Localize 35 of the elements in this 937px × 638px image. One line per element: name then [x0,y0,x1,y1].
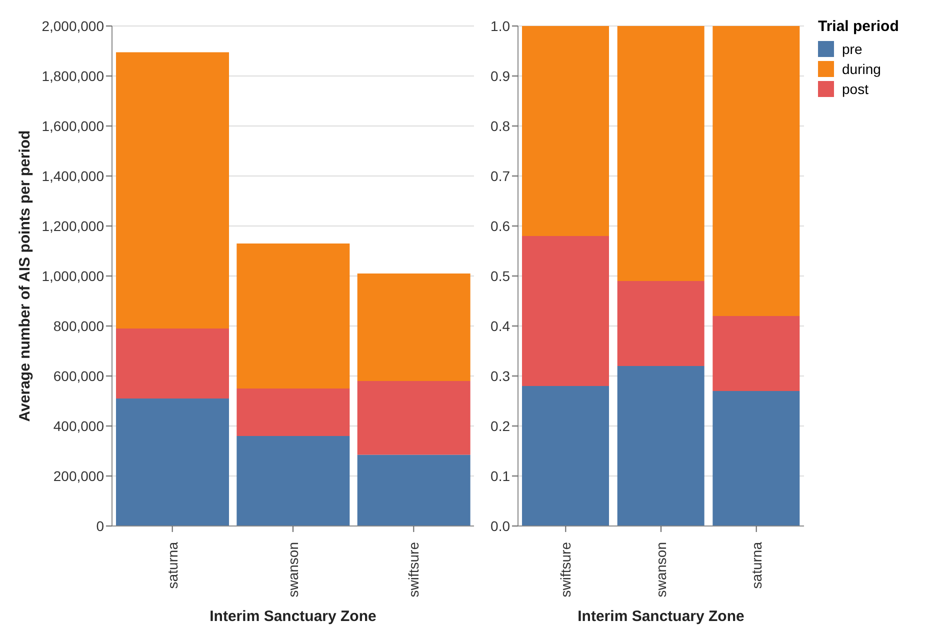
y-tick-label: 0.1 [490,468,510,484]
y-tick-label: 0.6 [490,218,510,234]
x-tick-label: swiftsure [406,542,422,598]
y-tick-label: 800,000 [53,318,104,334]
legend-label: during [841,61,882,77]
y-tick-label: 1,800,000 [42,68,104,84]
y-tick-label: 0.3 [490,368,510,384]
x-axis-title: Interim Sanctuary Zone [208,608,378,625]
y-tick-label: 1,600,000 [42,118,104,134]
x-tick-label: swanson [653,542,669,598]
y-tick-label: 0.8 [490,118,510,134]
y-axis-title: Average number of AIS points per period [16,130,34,422]
x-tick-label: swanson [285,542,301,598]
x-tick-label: saturna [748,542,764,589]
legend-label: post [841,81,870,97]
legend-label: pre [841,41,864,57]
y-tick-label: 200,000 [53,468,104,484]
y-tick-label: 1,000,000 [42,268,104,284]
y-tick-label: 2,000,000 [42,18,104,34]
y-tick-label: 0 [96,518,104,534]
y-tick-label: 1,400,000 [42,168,104,184]
legend-title: Trial period [818,18,899,35]
y-tick-label: 0.9 [490,68,510,84]
x-tick-label: swiftsure [558,542,574,598]
y-tick-label: 1,200,000 [42,218,104,234]
y-tick-label: 0.5 [490,268,510,284]
y-tick-label: 400,000 [53,418,104,434]
y-tick-label: 600,000 [53,368,104,384]
y-tick-label: 0.7 [490,168,510,184]
y-tick-label: 1.0 [490,18,510,34]
y-tick-label: 0.0 [490,518,510,534]
y-tick-label: 0.2 [490,418,510,434]
x-tick-label: saturna [164,542,180,589]
x-axis-title: Interim Sanctuary Zone [576,608,746,625]
y-tick-label: 0.4 [490,318,510,334]
